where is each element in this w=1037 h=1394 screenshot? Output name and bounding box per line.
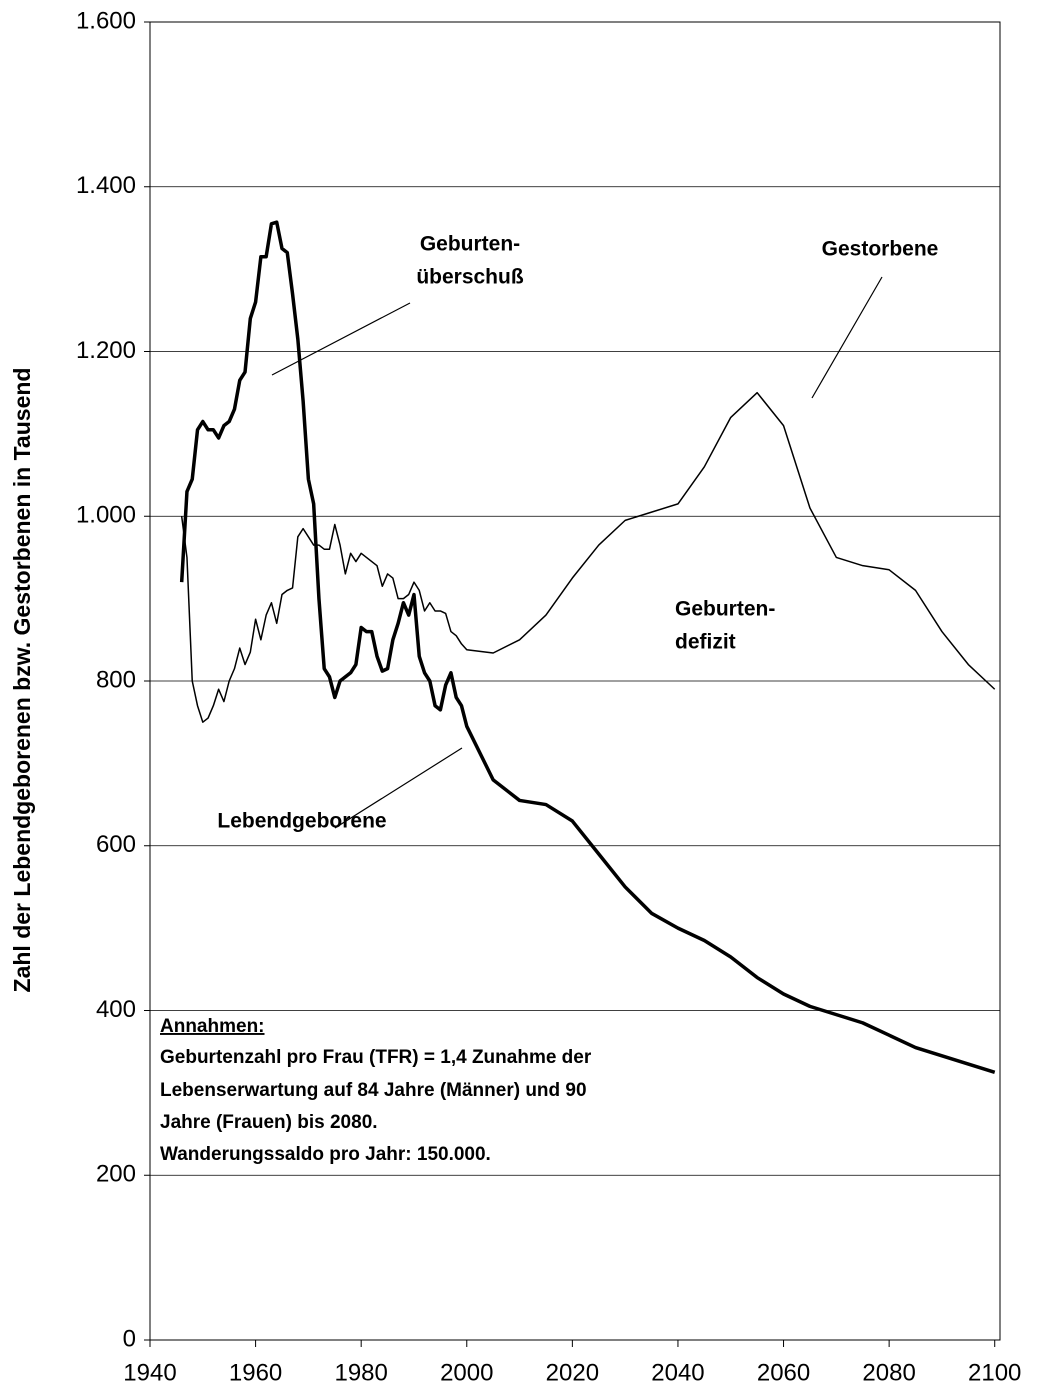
y-tick-label: 200 bbox=[96, 1161, 136, 1188]
annotation: überschuß bbox=[416, 266, 524, 289]
series-label: Gestorbene bbox=[822, 238, 939, 261]
connector bbox=[811, 276, 883, 399]
series-label: Lebendgeborene bbox=[217, 810, 386, 833]
x-tick-label: 1940 bbox=[123, 1359, 176, 1386]
series-line bbox=[179, 220, 996, 1074]
x-tick-label: 1980 bbox=[334, 1359, 387, 1386]
y-axis-label: Zahl der Lebendgeborenen bzw. Gestorbene… bbox=[9, 368, 35, 993]
connector bbox=[271, 302, 411, 376]
y-tick-label: 1.000 bbox=[76, 502, 136, 529]
assumptions-heading: Annahmen: bbox=[160, 1016, 265, 1037]
x-tick-label: 2000 bbox=[440, 1359, 493, 1386]
x-tick-label: 2080 bbox=[862, 1359, 915, 1386]
y-tick-label: 800 bbox=[96, 666, 136, 693]
x-tick-label: 2100 bbox=[968, 1359, 1021, 1386]
x-tick-label: 2020 bbox=[546, 1359, 599, 1386]
y-tick-label: 1.200 bbox=[76, 337, 136, 364]
assumption-line: Jahre (Frauen) bis 2080. bbox=[160, 1112, 378, 1133]
series-line bbox=[180, 391, 996, 723]
annotation: Geburten- bbox=[675, 598, 775, 621]
x-tick-label: 2060 bbox=[757, 1359, 810, 1386]
y-tick-label: 1.400 bbox=[76, 172, 136, 199]
assumption-line: Wanderungssaldo pro Jahr: 150.000. bbox=[160, 1144, 491, 1165]
y-tick-label: 0 bbox=[123, 1325, 136, 1352]
connector bbox=[334, 747, 463, 829]
assumption-line: Geburtenzahl pro Frau (TFR) = 1,4 Zunahm… bbox=[160, 1047, 592, 1068]
y-tick-label: 1.600 bbox=[76, 7, 136, 34]
y-tick-label: 600 bbox=[96, 831, 136, 858]
x-tick-label: 1960 bbox=[229, 1359, 282, 1386]
annotation: Geburten- bbox=[420, 233, 520, 256]
annotation: defizit bbox=[675, 631, 736, 654]
x-tick-label: 2040 bbox=[651, 1359, 704, 1386]
y-tick-label: 400 bbox=[96, 996, 136, 1023]
assumption-line: Lebenserwartung auf 84 Jahre (Männer) un… bbox=[160, 1080, 587, 1101]
